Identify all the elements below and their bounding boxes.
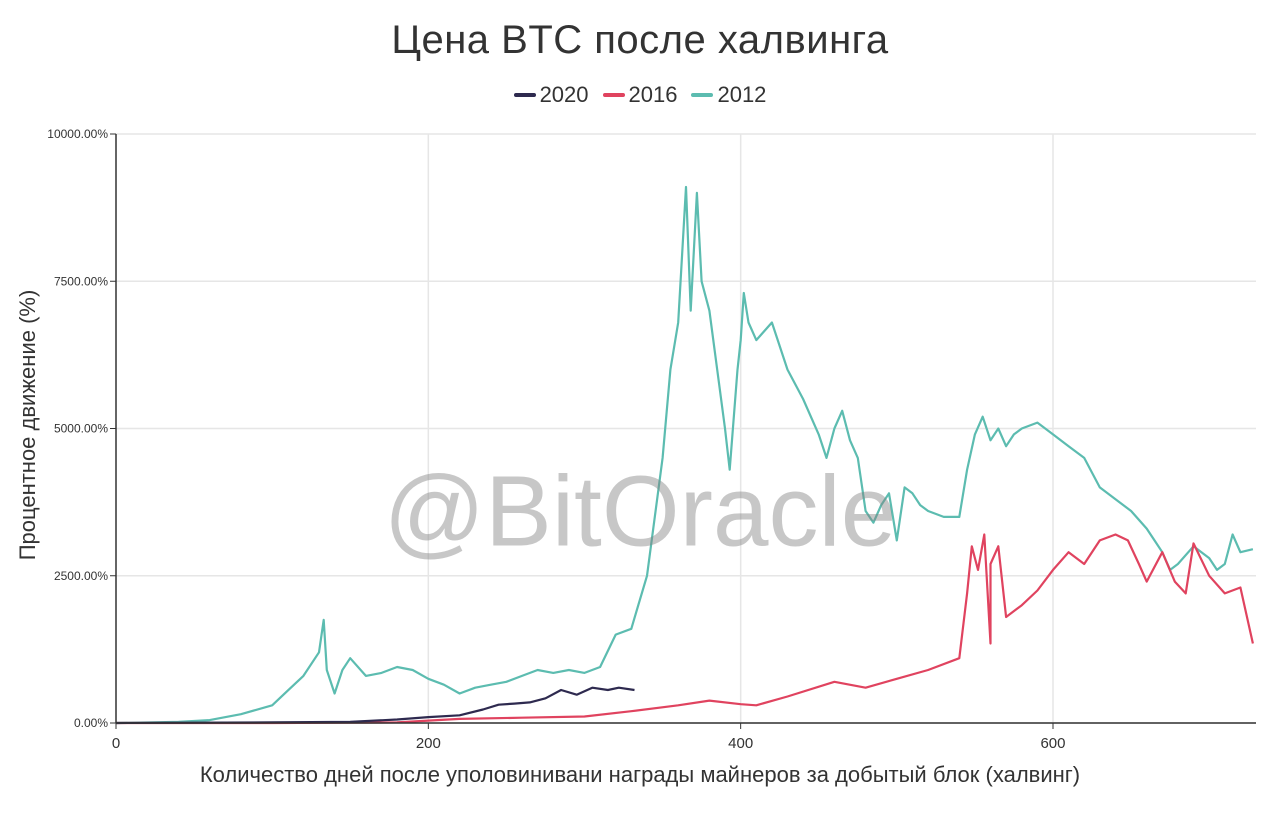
legend-swatch-2016 <box>602 93 625 97</box>
axis-layer: 0.00% 2500.00% 5000.00% 7500.00% 10000.00% 0 2… <box>47 127 1256 752</box>
y-tick-label: 5000.00% <box>54 422 108 436</box>
y-axis-label: Процентное движение (%) <box>15 289 40 561</box>
x-tick-label: 400 <box>728 735 753 752</box>
grid-layer <box>116 133 1256 724</box>
legend-item-2016[interactable]: 2016 <box>602 82 678 108</box>
legend-item-2020[interactable]: 2020 <box>513 82 589 108</box>
x-axis-label: Количество дней после уполовинивани нагр… <box>199 762 1081 787</box>
series-line-2012 <box>115 185 1254 725</box>
legend-label-2016: 2016 <box>628 82 678 107</box>
legend-swatch-2012 <box>691 93 714 97</box>
y-tick-label: 2500.00% <box>54 569 108 583</box>
legend-item-2012[interactable]: 2012 <box>691 82 766 108</box>
y-tick-label: 7500.00% <box>54 274 108 288</box>
legend-label-2012: 2012 <box>717 82 767 107</box>
y-tick-label: 0.00% <box>74 716 108 730</box>
legend-label-2020: 2020 <box>539 82 589 107</box>
x-tick-label: 200 <box>416 735 441 752</box>
legend-swatch-2020 <box>513 93 536 97</box>
x-tick-label: 600 <box>1040 735 1065 752</box>
legend: 2020 2016 2012 <box>0 82 1280 108</box>
x-tick-label: 0 <box>112 735 120 752</box>
y-tick-label: 10000.00% <box>47 127 108 141</box>
chart-title: Цена BTC после халвинга <box>391 18 889 62</box>
series-layer <box>115 185 1254 725</box>
series-line-2016 <box>116 533 1254 725</box>
series-line-2020 <box>115 686 635 725</box>
